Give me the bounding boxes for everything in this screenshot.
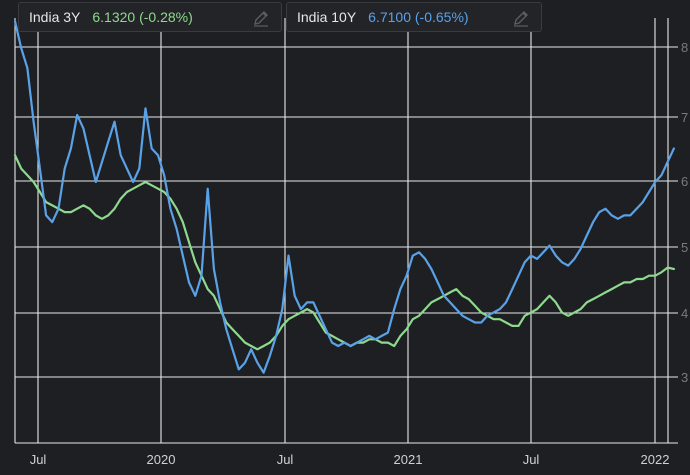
y-tick-label: 3: [681, 370, 688, 385]
y-tick-label: 4: [681, 306, 688, 321]
x-tick-label: 2020: [147, 452, 176, 467]
x-tick-label: Jul: [277, 452, 294, 467]
x-tick-label: Jul: [523, 452, 540, 467]
legend-india-10y-value: 6.7100 (-0.65%): [368, 9, 469, 25]
legend-india-10y[interactable]: India 10Y 6.7100 (-0.65%): [286, 2, 542, 32]
series-india-10y-line: [13, 20, 676, 374]
pencil-icon[interactable]: [511, 8, 531, 28]
y-tick-label: 6: [681, 174, 688, 189]
y-tick-label: 5: [681, 240, 688, 255]
x-tick-label: 2022: [641, 452, 670, 467]
y-axis: 3 4 5 6 7 8: [681, 40, 688, 385]
x-tick-label: Jul: [30, 452, 47, 467]
x-axis: Jul 2020 Jul 2021 Jul 2022: [30, 452, 670, 467]
legend-india-3y-name: India 3Y: [29, 9, 81, 25]
pencil-icon[interactable]: [251, 8, 271, 28]
legend-india-3y[interactable]: India 3Y 6.1320 (-0.28%): [18, 2, 282, 32]
series-layer: [13, 20, 676, 374]
grid: [14, 18, 678, 444]
legend-india-10y-name: India 10Y: [297, 9, 357, 25]
x-tick-label: 2021: [394, 452, 423, 467]
legend-india-3y-value: 6.1320 (-0.28%): [92, 9, 193, 25]
series-india-3y-line: [13, 154, 676, 351]
y-tick-label: 8: [681, 40, 688, 55]
y-tick-label: 7: [681, 110, 688, 125]
